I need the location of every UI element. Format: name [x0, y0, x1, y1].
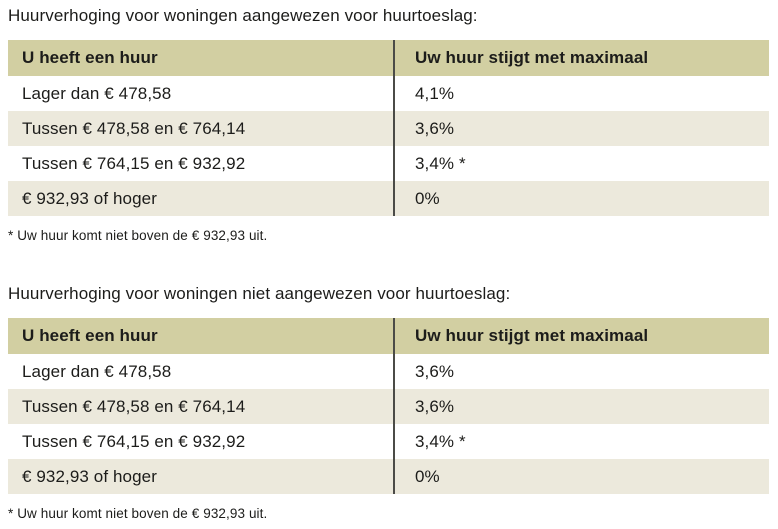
huur-range-cell: Tussen € 764,15 en € 932,92 — [8, 424, 394, 459]
table-title-aangewezen: Huurverhoging voor woningen aangewezen v… — [8, 6, 478, 25]
max-stijging-cell: 0% — [393, 181, 769, 216]
table-row: Tussen € 478,58 en € 764,14 3,6% — [8, 111, 769, 146]
max-stijging-cell: 3,6% — [393, 111, 769, 146]
table-row: Tussen € 764,15 en € 932,92 3,4% * — [8, 146, 769, 181]
table-header-row: U heeft een huur Uw huur stijgt met maxi… — [8, 318, 769, 354]
section-gap — [8, 244, 770, 284]
max-stijging-cell: 0% — [393, 459, 769, 494]
max-stijging-cell: 3,4% * — [393, 146, 769, 181]
column-header-huur: U heeft een huur — [8, 318, 394, 354]
huur-range-cell: Tussen € 764,15 en € 932,92 — [8, 146, 394, 181]
footnote-aangewezen: * Uw huur komt niet boven de € 932,93 ui… — [8, 228, 268, 243]
column-header-maximaal: Uw huur stijgt met maximaal — [393, 318, 769, 354]
column-header-huur: U heeft een huur — [8, 40, 394, 76]
huur-range-cell: € 932,93 of hoger — [8, 459, 394, 494]
max-stijging-cell: 3,6% — [393, 389, 769, 424]
table-row: € 932,93 of hoger 0% — [8, 181, 769, 216]
huur-range-cell: Tussen € 478,58 en € 764,14 — [8, 389, 394, 424]
max-stijging-cell: 3,4% * — [393, 424, 769, 459]
table-section-aangewezen: Huurverhoging voor woningen aangewezen v… — [8, 6, 770, 244]
table-title-niet-aangewezen: Huurverhoging voor woningen niet aangewe… — [8, 284, 511, 303]
huur-range-cell: € 932,93 of hoger — [8, 181, 394, 216]
table-row: Lager dan € 478,58 3,6% — [8, 354, 769, 389]
table-row: Tussen € 764,15 en € 932,92 3,4% * — [8, 424, 769, 459]
table-row: Tussen € 478,58 en € 764,14 3,6% — [8, 389, 769, 424]
table-row: Lager dan € 478,58 4,1% — [8, 76, 769, 111]
table-header-row: U heeft een huur Uw huur stijgt met maxi… — [8, 40, 769, 76]
huur-range-cell: Tussen € 478,58 en € 764,14 — [8, 111, 394, 146]
max-stijging-cell: 4,1% — [393, 76, 769, 111]
rent-table-aangewezen: U heeft een huur Uw huur stijgt met maxi… — [8, 40, 769, 216]
column-header-maximaal: Uw huur stijgt met maximaal — [393, 40, 769, 76]
rent-table-niet-aangewezen: U heeft een huur Uw huur stijgt met maxi… — [8, 318, 769, 494]
table-row: € 932,93 of hoger 0% — [8, 459, 769, 494]
huur-range-cell: Lager dan € 478,58 — [8, 354, 394, 389]
max-stijging-cell: 3,6% — [393, 354, 769, 389]
table-section-niet-aangewezen: Huurverhoging voor woningen niet aangewe… — [8, 284, 770, 522]
footnote-niet-aangewezen: * Uw huur komt niet boven de € 932,93 ui… — [8, 506, 268, 521]
huur-range-cell: Lager dan € 478,58 — [8, 76, 394, 111]
